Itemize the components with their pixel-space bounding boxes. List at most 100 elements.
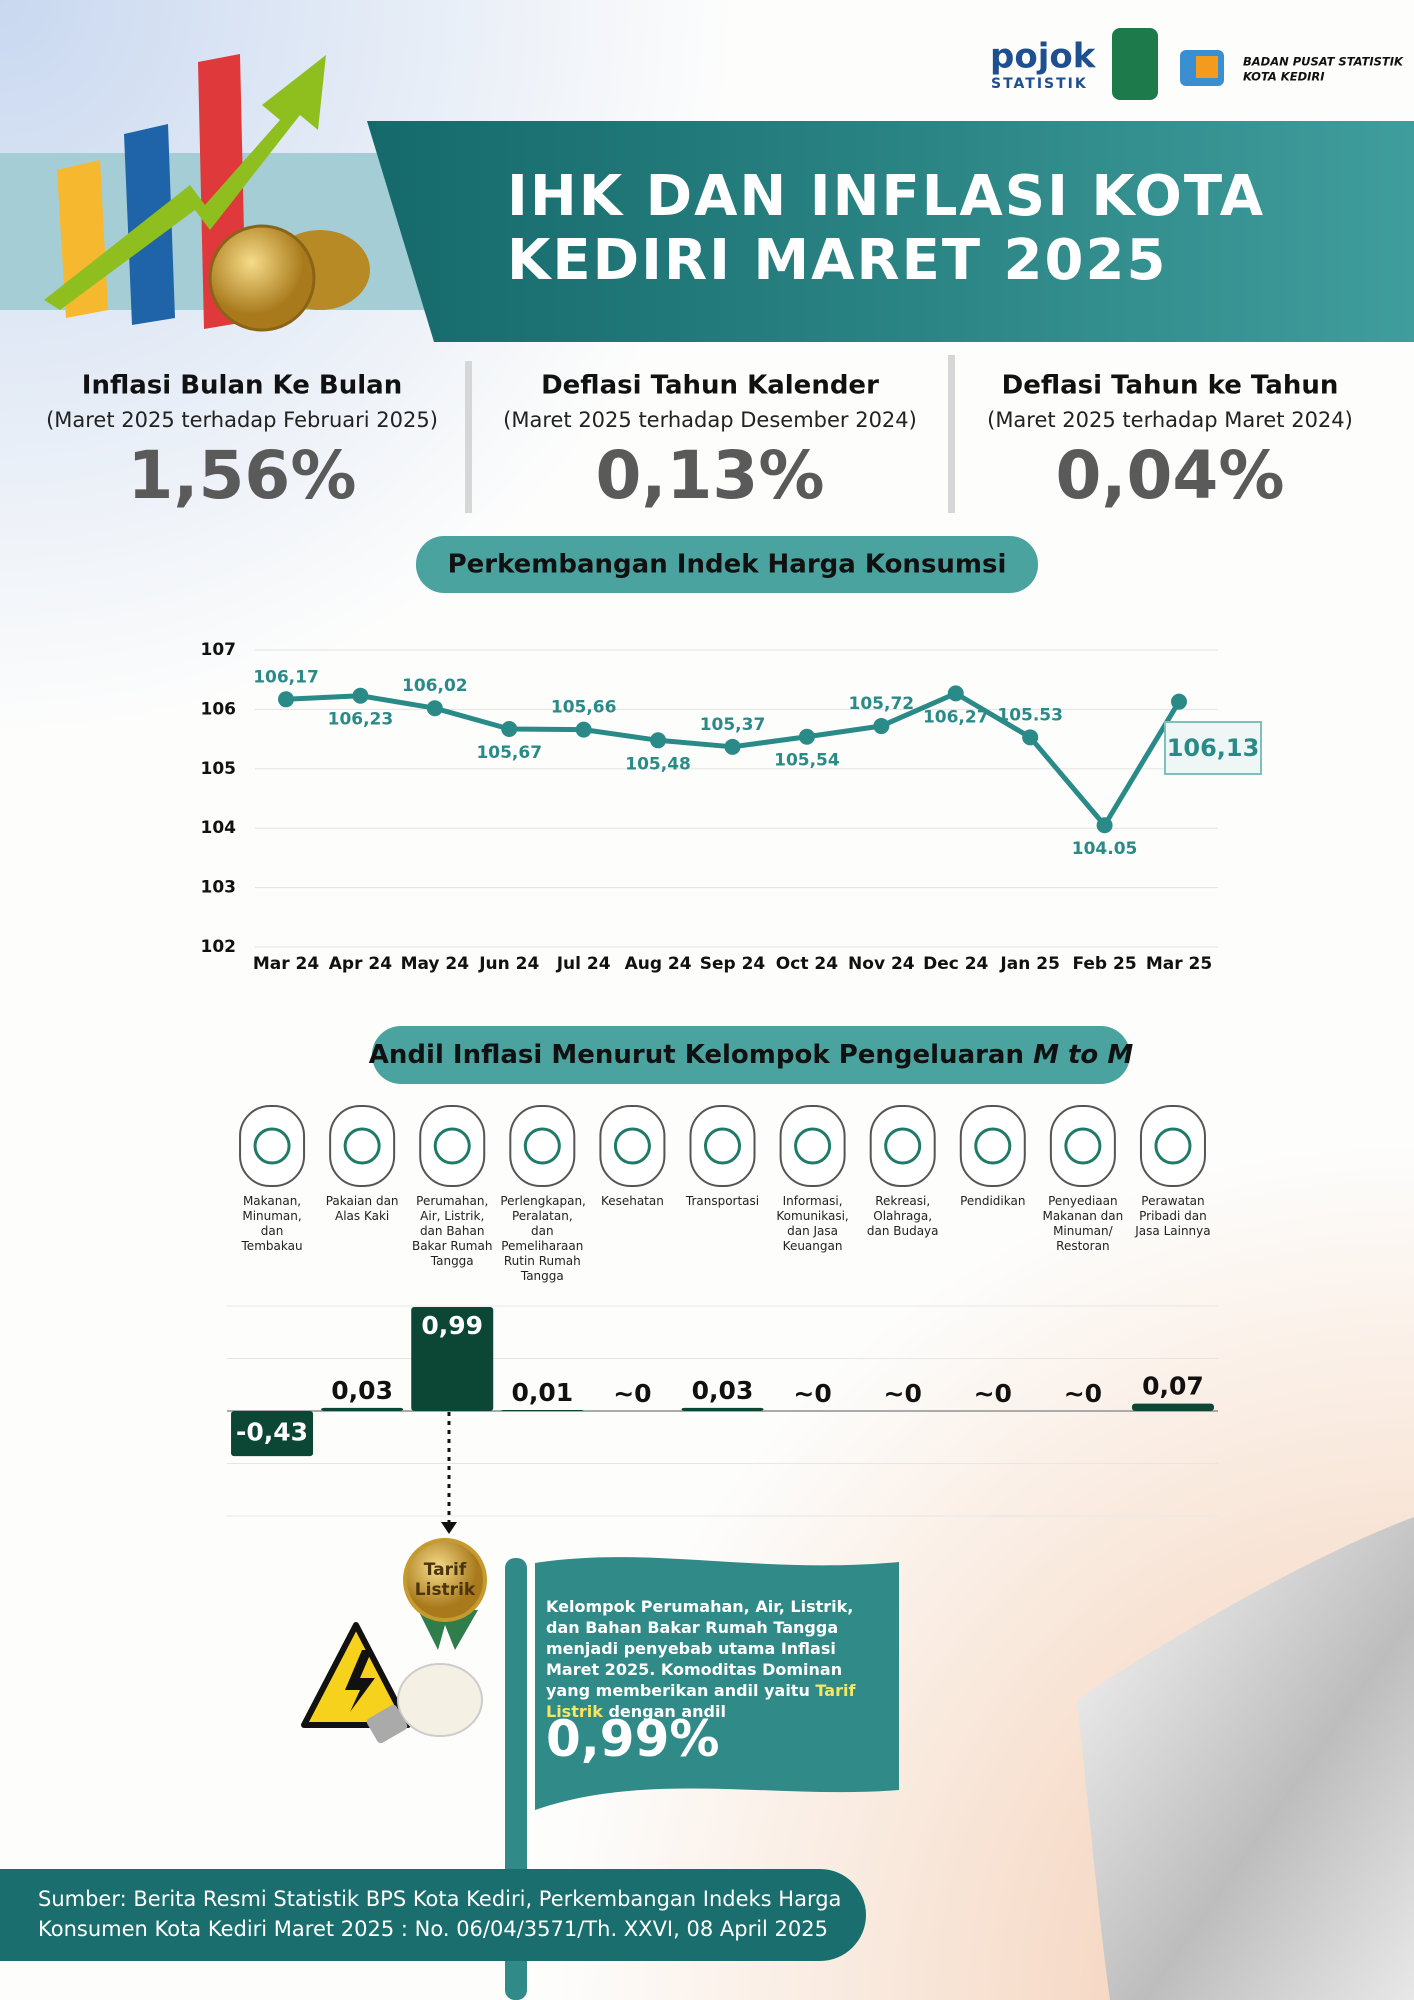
divider [465,361,472,513]
bulb [397,1663,483,1737]
value-label: 105,67 [476,743,542,763]
value-label: 0,03 [692,1376,754,1405]
x-tick-label: May 24 [401,954,470,974]
category-label: Perumahan, Air, Listrik, dan Bahan Bakar… [411,1194,493,1268]
value-label: 106,23 [328,710,394,730]
chart-title: Perkembangan Indek Harga Konsumsi [448,550,1007,580]
value-label: 105,48 [625,754,691,774]
value-label: 0,07 [1142,1372,1204,1401]
stat-title: Inflasi Bulan Ke Bulan [82,371,402,401]
point [947,685,964,702]
stat-subtitle: (Maret 2025 terhadap Desember 2024) [503,408,917,432]
value-label: 105,54 [774,751,840,771]
category-label: Kesehatan [600,1194,664,1208]
point [1096,817,1113,834]
bolt [345,1650,375,1712]
icon [884,1127,922,1165]
source-line: Konsumen Kota Kediri Maret 2025 : No. 06… [38,1917,828,1941]
x-tick-label: Aug 24 [625,954,692,974]
stat-title: Deflasi Tahun Kalender [541,371,879,401]
category-label: Informasi, Komunikasi, dan Jasa Keuangan [776,1194,849,1253]
bulb-base [366,1704,408,1744]
bar [501,1409,584,1411]
value-label: 105,66 [551,698,617,718]
icon-frame [1139,1105,1206,1187]
title-line: IHK DAN INFLASI KOTA [507,164,1265,229]
category-label: Perlengkapan, Peralatan, dan Pemeliharaa… [500,1194,586,1283]
page-curl [1077,1517,1414,2000]
source-pill [0,1869,866,1961]
title-banner [367,121,1414,342]
x-tick-label: Jan 25 [999,954,1059,974]
value-label: ~0 [884,1379,922,1408]
y-tick-label: 104 [201,818,237,838]
bar [411,1307,494,1411]
divider [948,355,955,513]
source-line: Sumber: Berita Resmi Statistik BPS Kota … [38,1887,842,1911]
value-label: ~0 [1064,1379,1102,1408]
icon [523,1127,561,1165]
badge [403,1538,487,1622]
icon-frame [329,1105,396,1187]
point [352,687,369,704]
icon-frame [869,1105,936,1187]
stat-subtitle: (Maret 2025 terhadap Februari 2025) [46,408,438,432]
y-tick-label: 103 [201,878,237,898]
x-tick-label: Oct 24 [776,954,838,974]
chart-title-text: Andil Inflasi Menurut Kelompok Pengeluar… [369,1040,1024,1070]
value-label: 0,99 [421,1311,483,1340]
category-label: Transportasi [685,1194,760,1208]
value-label: -0,43 [236,1418,308,1447]
logo-subtext: STATISTIK [991,76,1088,92]
icon-frame [419,1105,486,1187]
x-tick-label: Mar 24 [253,954,320,974]
x-tick-label: Jul 24 [556,954,611,974]
value-label: 0,03 [331,1376,393,1405]
bar [681,1407,764,1411]
category-label: Penyediaan Makanan dan Minuman/ Restoran [1042,1194,1124,1253]
category-label: Pakaian dan Alas Kaki [325,1194,399,1223]
bar [231,1411,314,1457]
callout-text-part: Kelompok Perumahan, Air, Listrik, dan Ba… [546,1597,854,1700]
y-tick-label: 107 [201,640,237,660]
callout-value: 0,99% [546,1710,720,1768]
value-label: 105,72 [849,694,915,714]
x-tick-label: Sep 24 [700,954,766,974]
chart-illustration [44,54,370,332]
value-label: 106,13 [1167,734,1260,762]
icon [253,1127,291,1165]
bar [321,1407,404,1411]
icon [1064,1127,1102,1165]
logos: pojok STATISTIK BADAN PUSAT STATISTIK KO… [990,28,1404,100]
x-tick-label: Nov 24 [848,954,915,974]
callout-text: Kelompok Perumahan, Air, Listrik, dan Ba… [546,1596,891,1722]
stat-subtitle: (Maret 2025 terhadap Maret 2024) [987,408,1353,432]
icon-frame [599,1105,666,1187]
value-label: 0,01 [511,1378,573,1407]
section-pill [372,1026,1130,1084]
point [724,738,741,755]
title-line: KEDIRI MARET 2025 [507,228,1167,293]
value-label: 106,27 [923,707,989,727]
chart-title: Andil Inflasi Menurut Kelompok Pengeluar… [369,1040,1134,1070]
point [426,700,443,717]
icon [613,1127,651,1165]
category-label: Makanan, Minuman, dan Tembakau [241,1194,303,1253]
icon [704,1127,741,1165]
icon [1154,1127,1192,1165]
point [575,721,592,738]
x-tick-label: Apr 24 [329,954,392,974]
source: Sumber: Berita Resmi Statistik BPS Kota … [38,1884,841,1944]
badge-text: Tarif [424,1560,467,1580]
category-label: Rekreasi, Olahraga, dan Budaya [866,1194,939,1238]
icon [974,1127,1012,1165]
stat-value: 0,04% [1056,437,1285,514]
chart-title-italic: M to M [1033,1040,1133,1070]
section-pill [416,536,1038,593]
callout-text-part: dengan andil [602,1702,726,1721]
badge-text: Listrik [415,1580,476,1600]
callout-highlight: Tarif Listrik [546,1681,856,1721]
category-label: Perawatan Pribadi dan Jasa Lainnya [1135,1194,1211,1238]
flag [535,1557,899,1810]
